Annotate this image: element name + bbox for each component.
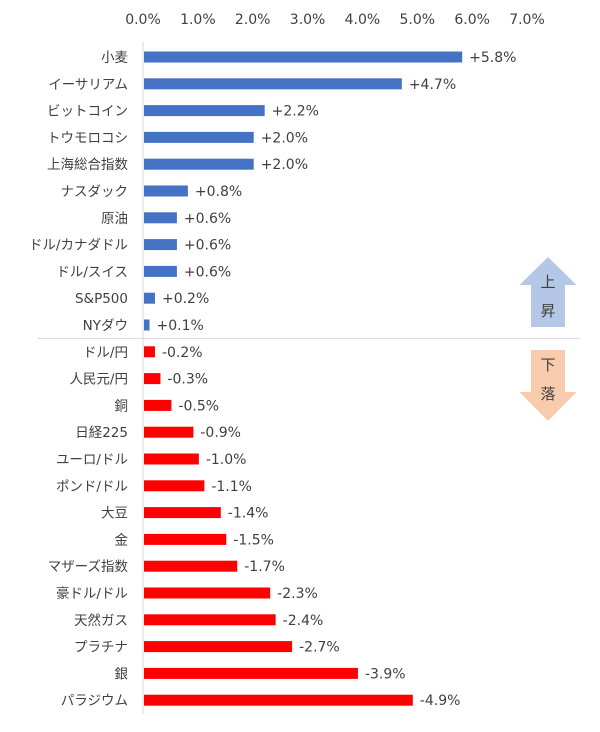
- x-tick-label: 4.0%: [345, 12, 381, 28]
- data-label: -1.5%: [233, 532, 274, 548]
- x-tick-label: 0.0%: [125, 12, 161, 28]
- category-label: S&P500: [75, 291, 128, 307]
- data-label: +0.2%: [162, 291, 209, 307]
- data-label: -2.7%: [299, 640, 340, 656]
- bar: [144, 399, 172, 411]
- bar: [144, 212, 177, 224]
- category-label: NYダウ: [83, 318, 128, 334]
- data-label: +5.8%: [469, 50, 516, 66]
- bar: [144, 694, 413, 706]
- category-label: 金: [115, 532, 129, 548]
- category-label: 人民元/円: [69, 372, 128, 388]
- data-label: +0.6%: [184, 211, 231, 227]
- bar: [144, 641, 293, 653]
- bar: [144, 292, 155, 304]
- data-label: -4.9%: [420, 693, 461, 709]
- bar: [144, 265, 177, 277]
- bar: [144, 185, 188, 197]
- data-label: -2.3%: [277, 586, 318, 602]
- category-label: ドル/カナダドル: [29, 238, 128, 254]
- data-label: -3.9%: [365, 666, 406, 682]
- x-tick-label: 7.0%: [509, 12, 545, 28]
- bar: [144, 158, 254, 170]
- data-label: +0.8%: [195, 184, 242, 200]
- data-label: -0.3%: [167, 372, 208, 388]
- data-label: -1.1%: [211, 479, 252, 495]
- data-label: +0.6%: [184, 264, 231, 280]
- data-label: +2.2%: [272, 104, 319, 120]
- x-tick-label: 1.0%: [180, 12, 216, 28]
- up-arrow-icon: [519, 257, 577, 327]
- category-label: ユーロ/ドル: [56, 452, 128, 468]
- category-label: ナスダック: [61, 184, 129, 200]
- category-label: ドル/スイス: [56, 264, 128, 280]
- data-label: +2.0%: [261, 157, 308, 173]
- category-label: イーサリアム: [48, 77, 128, 93]
- data-label: -0.5%: [178, 398, 219, 414]
- category-label: 銀: [115, 666, 129, 682]
- category-label: マザーズ指数: [48, 559, 129, 575]
- category-label: 小麦: [101, 50, 128, 66]
- x-tick-label: 2.0%: [235, 12, 271, 28]
- category-label: 日経225: [75, 425, 128, 441]
- data-label: -1.4%: [228, 506, 269, 522]
- group-label: 上: [540, 273, 555, 291]
- bar: [144, 346, 155, 358]
- bar: [144, 533, 227, 545]
- bar: [144, 78, 402, 90]
- group-label: 下: [540, 356, 555, 374]
- group-label: 落: [540, 385, 555, 403]
- category-label: ポンド/ドル: [56, 479, 128, 495]
- bar: [144, 507, 221, 519]
- bar: [144, 239, 177, 251]
- bar: [144, 587, 271, 599]
- bar: [144, 614, 276, 626]
- data-label: -2.4%: [283, 613, 324, 629]
- bar: [144, 105, 265, 117]
- category-label: 銅: [115, 398, 129, 414]
- group-label: 昇: [540, 302, 555, 320]
- data-label: +4.7%: [409, 77, 456, 93]
- bar: [144, 480, 205, 492]
- x-tick-label: 5.0%: [399, 12, 435, 28]
- bar: [144, 667, 358, 679]
- category-label: トウモロコシ: [47, 130, 128, 146]
- bar: [144, 319, 150, 331]
- bar: [144, 51, 463, 63]
- bar: [144, 560, 238, 572]
- data-label: +2.0%: [261, 130, 308, 146]
- x-tick-label: 3.0%: [290, 12, 326, 28]
- data-label: -0.9%: [200, 425, 241, 441]
- category-label: プラチナ: [74, 640, 128, 656]
- category-label: 上海総合指数: [47, 157, 128, 173]
- category-label: パラジウム: [61, 693, 128, 709]
- x-tick-label: 6.0%: [454, 12, 490, 28]
- data-label: -1.7%: [244, 559, 285, 575]
- data-label: +0.6%: [184, 238, 231, 254]
- bar: [144, 373, 161, 385]
- data-label: -0.2%: [162, 345, 203, 361]
- category-label: 天然ガス: [74, 612, 128, 629]
- category-label: 大豆: [101, 506, 128, 522]
- category-label: ドル/円: [83, 345, 128, 361]
- bar: [144, 426, 194, 438]
- data-label: +0.1%: [156, 318, 203, 334]
- bar: [144, 453, 199, 465]
- down-arrow-icon: [519, 350, 577, 421]
- data-label: -1.0%: [206, 452, 247, 468]
- category-label: 豪ドル/ドル: [56, 586, 128, 602]
- category-label: ビットコイン: [47, 104, 128, 120]
- category-label: 原油: [101, 211, 128, 227]
- bar: [144, 131, 254, 143]
